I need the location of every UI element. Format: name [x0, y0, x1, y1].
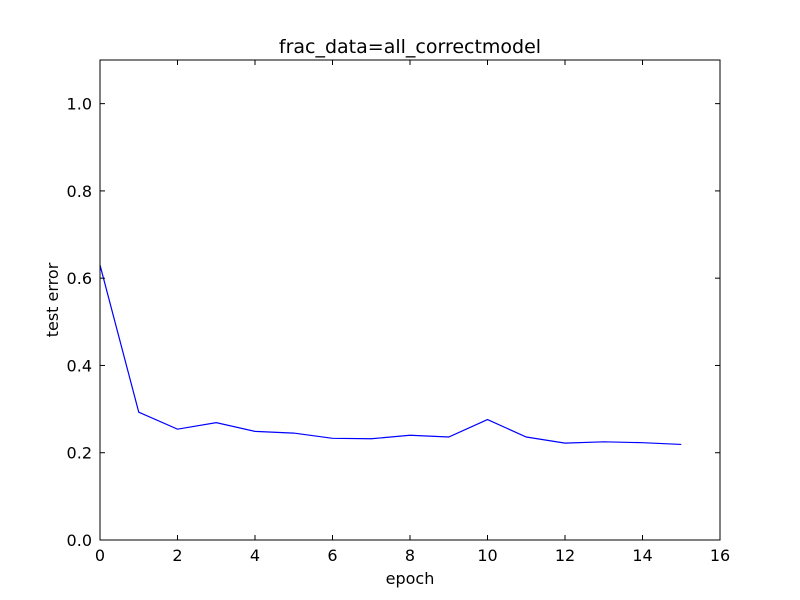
x-tick-label: 10	[477, 546, 497, 565]
x-tick-label: 12	[555, 546, 575, 565]
plot-area	[99, 264, 682, 446]
x-tick-label: 0	[95, 546, 105, 565]
y-tick-label: 1.0	[67, 95, 92, 114]
x-tick-label: 2	[172, 546, 182, 565]
axes-frame	[99, 59, 721, 541]
chart-title: frac_data=all_correctmodel	[279, 36, 541, 58]
x-axis-label: epoch	[386, 569, 435, 588]
axis-ticks: 0 2 4 6 8 10 12 14 16 0.0 0.2 0.4 0.6 0.8 1.0	[67, 60, 730, 565]
y-tick-label: 0.6	[67, 269, 92, 288]
y-tick-label: 0.0	[67, 531, 92, 550]
y-axis-label: test error	[43, 262, 62, 337]
x-tick-label: 8	[405, 546, 415, 565]
y-tick-label: 0.2	[67, 444, 92, 463]
x-tick-label: 6	[327, 546, 337, 565]
x-tick-label: 16	[710, 546, 730, 565]
y-tick-label: 0.4	[67, 356, 92, 375]
x-tick-label: 14	[632, 546, 652, 565]
x-tick-label: 4	[250, 546, 260, 565]
y-tick-label: 0.8	[67, 182, 92, 201]
series-line-0	[99, 264, 682, 446]
